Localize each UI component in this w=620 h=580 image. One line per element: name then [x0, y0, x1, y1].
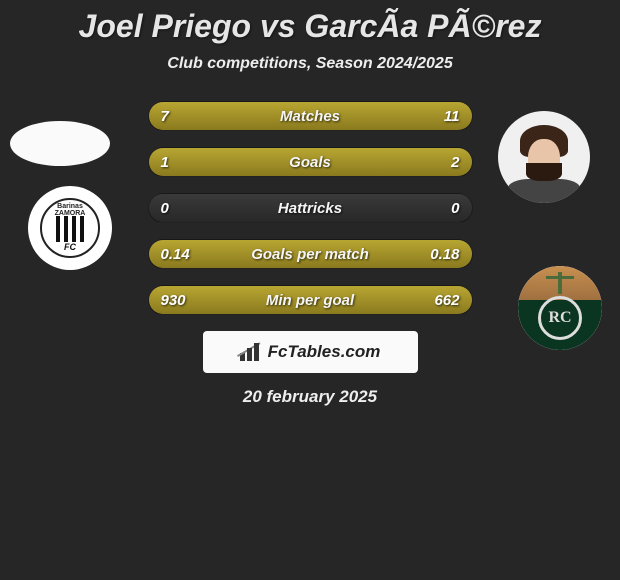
- stat-row: 0.140.18Goals per match: [148, 239, 473, 269]
- sestao-crane-icon: [540, 272, 580, 294]
- avatar-shoulders: [508, 179, 580, 203]
- stat-label: Goals: [149, 148, 472, 176]
- sestao-circle-icon: RC: [538, 296, 582, 340]
- brand-trend-line-icon: [237, 342, 261, 357]
- stat-row: 12Goals: [148, 147, 473, 177]
- zamora-top-text: BarinasZAMORA: [42, 203, 98, 217]
- player-left-avatar: [10, 121, 110, 166]
- stat-row: 711Matches: [148, 101, 473, 131]
- subtitle: Club competitions, Season 2024/2025: [0, 55, 620, 73]
- club-badge-right: RC: [518, 266, 602, 350]
- sestao-letters: RC: [548, 309, 571, 327]
- zamora-fc-text: FC: [42, 242, 98, 252]
- stat-label: Min per goal: [149, 286, 472, 314]
- sestao-crest: RC: [518, 266, 602, 350]
- stat-rows: 711Matches 12Goals 00Hattricks 0.140.18Goal…: [148, 101, 473, 315]
- player-right-avatar: [498, 111, 590, 203]
- zamora-crest: BarinasZAMORA FC: [40, 198, 100, 258]
- brand-text: FcTables.com: [268, 342, 381, 362]
- comparison-widget: Joel Priego vs GarcÃ­a PÃ©rez Club compe…: [0, 0, 620, 407]
- stat-row: 930662Min per goal: [148, 285, 473, 315]
- brand-box[interactable]: FcTables.com: [203, 331, 418, 373]
- avatar-beard: [526, 163, 562, 181]
- stat-row: 00Hattricks: [148, 193, 473, 223]
- sestao-top-icon: [518, 266, 602, 300]
- zamora-stripes-icon: [56, 216, 86, 242]
- club-badge-left: BarinasZAMORA FC: [28, 186, 112, 270]
- stat-label: Matches: [149, 102, 472, 130]
- sestao-bottom-icon: RC: [518, 300, 602, 350]
- page-title: Joel Priego vs GarcÃ­a PÃ©rez: [0, 8, 620, 45]
- fctables-icon: [240, 343, 262, 361]
- stats-area: BarinasZAMORA FC RC 711Matches 12Goals 00H…: [0, 101, 620, 407]
- stat-label: Hattricks: [149, 194, 472, 222]
- stat-label: Goals per match: [149, 240, 472, 268]
- date-text: 20 february 2025: [0, 387, 620, 407]
